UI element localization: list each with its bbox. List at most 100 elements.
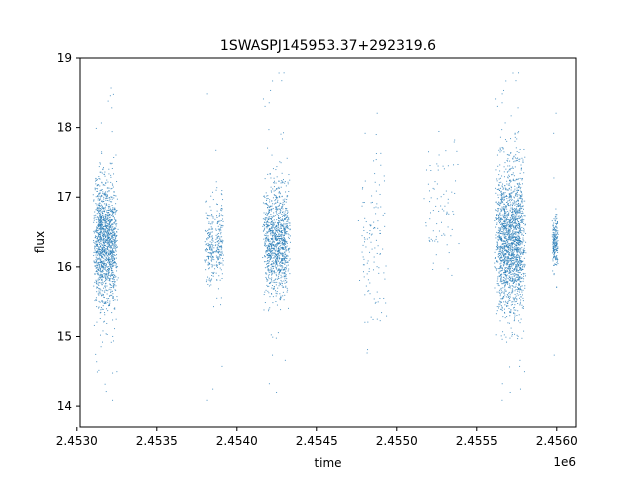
data-point — [277, 251, 279, 253]
data-point — [111, 226, 113, 228]
data-point — [508, 322, 510, 324]
data-point — [502, 240, 504, 242]
data-point — [524, 249, 526, 251]
data-point — [93, 232, 95, 234]
data-point — [518, 210, 520, 212]
data-point — [502, 198, 504, 200]
data-point — [499, 275, 501, 277]
data-point — [555, 218, 557, 220]
data-point — [110, 176, 112, 178]
data-point — [500, 190, 502, 192]
data-point — [263, 261, 265, 263]
data-point — [495, 98, 497, 100]
data-point — [106, 322, 108, 324]
data-point — [103, 321, 105, 323]
data-point — [518, 278, 520, 280]
data-point — [286, 256, 288, 258]
data-point — [507, 302, 509, 304]
data-point — [112, 270, 114, 272]
data-point — [280, 180, 282, 182]
data-point — [553, 264, 555, 266]
data-point — [501, 260, 503, 262]
data-point — [265, 245, 267, 247]
data-point — [515, 231, 517, 233]
data-point — [273, 256, 275, 258]
data-point — [499, 267, 501, 269]
data-point — [105, 265, 107, 267]
data-point — [106, 204, 108, 206]
data-point — [511, 218, 513, 220]
data-point — [101, 255, 103, 257]
data-point — [458, 243, 460, 245]
data-point — [511, 262, 513, 264]
data-point — [94, 265, 96, 267]
data-point — [519, 289, 521, 291]
data-point — [110, 224, 112, 226]
data-point — [99, 254, 101, 256]
data-point — [267, 259, 269, 261]
data-point — [274, 238, 276, 240]
data-point — [105, 240, 107, 242]
data-point — [100, 234, 102, 236]
data-point — [506, 316, 508, 318]
data-point — [497, 214, 499, 216]
data-point — [107, 273, 109, 275]
data-point — [509, 258, 511, 260]
data-point — [95, 256, 97, 258]
data-point — [101, 276, 103, 277]
data-point — [113, 191, 115, 193]
data-point — [555, 236, 557, 238]
data-point — [451, 191, 453, 193]
data-point — [497, 254, 499, 256]
data-point — [379, 232, 381, 234]
data-point — [109, 240, 111, 242]
data-point — [105, 239, 107, 241]
data-point — [278, 205, 280, 207]
data-point — [504, 212, 506, 214]
data-point — [215, 189, 217, 191]
data-point — [511, 239, 513, 241]
data-point — [517, 226, 519, 228]
data-point — [503, 308, 505, 310]
data-point — [108, 204, 110, 206]
data-point — [272, 229, 274, 231]
data-point — [111, 272, 113, 274]
data-point — [102, 251, 104, 253]
data-point — [515, 147, 517, 149]
data-point — [94, 249, 96, 251]
data-point — [362, 256, 364, 258]
data-point — [555, 220, 557, 222]
data-point — [283, 236, 285, 238]
data-point — [506, 195, 507, 197]
data-point — [221, 252, 223, 254]
data-point — [265, 212, 267, 214]
data-point — [215, 238, 217, 240]
data-point — [99, 238, 101, 240]
data-point — [511, 225, 513, 227]
data-point — [286, 219, 288, 221]
data-point — [505, 249, 507, 251]
data-point — [98, 282, 100, 284]
data-point — [286, 243, 288, 245]
data-point — [511, 285, 513, 287]
data-point — [516, 276, 518, 278]
data-point — [507, 177, 509, 179]
data-point — [283, 262, 285, 264]
data-point — [98, 249, 100, 251]
data-point — [206, 93, 208, 95]
data-point — [272, 233, 274, 235]
data-point — [279, 208, 281, 210]
data-point — [105, 195, 107, 197]
data-point — [104, 249, 106, 251]
data-point — [514, 227, 516, 229]
data-point — [102, 224, 104, 226]
data-point — [106, 211, 108, 213]
data-point — [510, 251, 512, 253]
data-point — [98, 307, 100, 309]
data-point — [520, 230, 522, 232]
data-point — [268, 253, 270, 255]
data-point — [519, 203, 521, 205]
data-point — [107, 100, 109, 102]
data-point — [505, 218, 507, 220]
data-point — [496, 242, 498, 244]
